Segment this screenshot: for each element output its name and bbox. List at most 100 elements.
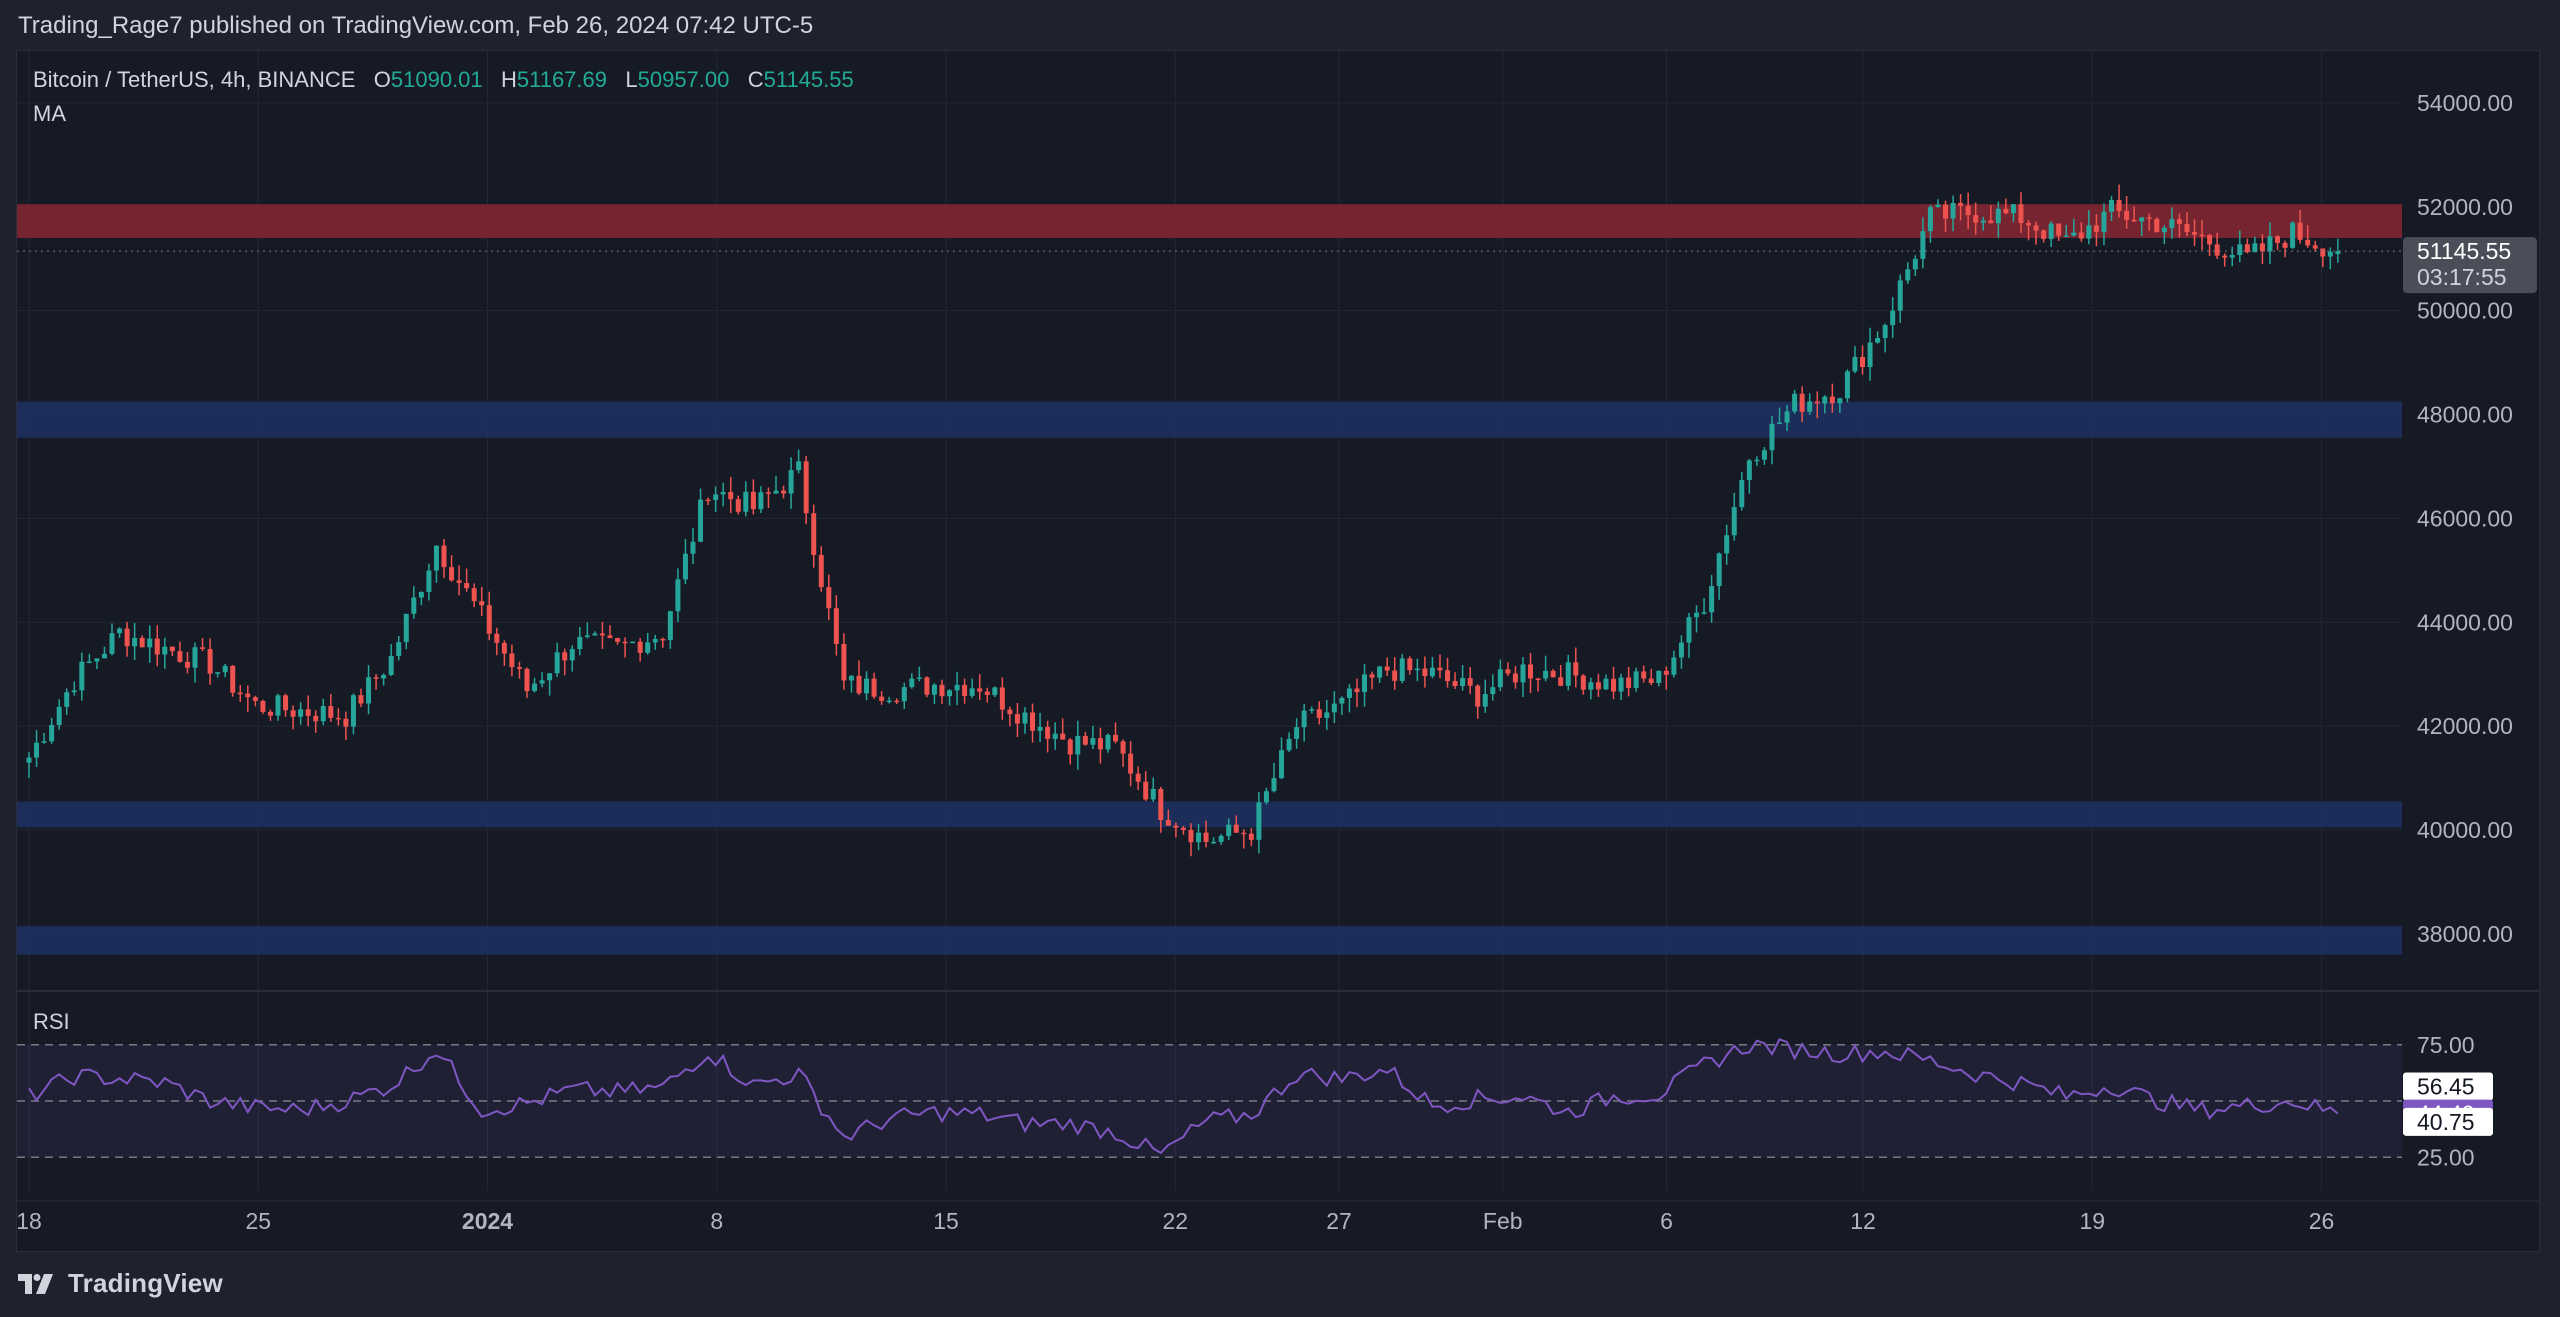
candle-body[interactable] bbox=[1497, 669, 1503, 688]
candle-body[interactable] bbox=[1724, 535, 1730, 554]
candlestick-series[interactable] bbox=[26, 184, 2341, 857]
candle-body[interactable] bbox=[56, 706, 62, 725]
candle-body[interactable] bbox=[49, 724, 55, 742]
candle-body[interactable] bbox=[132, 637, 138, 647]
candle-body[interactable] bbox=[2192, 232, 2198, 235]
candle-body[interactable] bbox=[984, 691, 990, 696]
candle-body[interactable] bbox=[833, 608, 839, 644]
candle-body[interactable] bbox=[1897, 280, 1903, 311]
candle-body[interactable] bbox=[381, 674, 387, 679]
candle-body[interactable] bbox=[358, 695, 364, 704]
candle-body[interactable] bbox=[1392, 670, 1398, 681]
candle-body[interactable] bbox=[2199, 234, 2205, 237]
candle-body[interactable] bbox=[154, 638, 160, 655]
candle-body[interactable] bbox=[1769, 423, 1775, 451]
candle-body[interactable] bbox=[2063, 235, 2069, 238]
candle-body[interactable] bbox=[1271, 778, 1277, 792]
candle-body[interactable] bbox=[486, 605, 492, 634]
candle-body[interactable] bbox=[1090, 738, 1096, 745]
candle-body[interactable] bbox=[1995, 208, 2001, 224]
candle-body[interactable] bbox=[1286, 738, 1292, 751]
symbol-legend[interactable]: Bitcoin / TetherUS, 4h, BINANCE O51090.0… bbox=[33, 67, 854, 93]
candle-body[interactable] bbox=[562, 652, 568, 661]
candle-body[interactable] bbox=[456, 580, 462, 584]
candle-body[interactable] bbox=[728, 491, 734, 500]
candle-body[interactable] bbox=[2327, 251, 2333, 257]
rsi-indicator-label[interactable]: RSI bbox=[33, 1009, 70, 1034]
candle-body[interactable] bbox=[1316, 709, 1322, 718]
candle-body[interactable] bbox=[1233, 824, 1239, 833]
candle-body[interactable] bbox=[2305, 239, 2311, 246]
candle-body[interactable] bbox=[426, 570, 432, 592]
candle-body[interactable] bbox=[713, 494, 719, 501]
candle-body[interactable] bbox=[871, 678, 877, 697]
candle-body[interactable] bbox=[403, 613, 409, 643]
candle-body[interactable] bbox=[901, 687, 907, 702]
candle-body[interactable] bbox=[1022, 712, 1028, 724]
candle-body[interactable] bbox=[1603, 678, 1609, 690]
candle-body[interactable] bbox=[1150, 788, 1156, 800]
candle-body[interactable] bbox=[1528, 664, 1534, 679]
candle-body[interactable] bbox=[1196, 832, 1202, 843]
candle-body[interactable] bbox=[245, 693, 251, 698]
candle-body[interactable] bbox=[788, 470, 794, 494]
candle-body[interactable] bbox=[2131, 219, 2137, 222]
candle-body[interactable] bbox=[101, 653, 107, 659]
candle-body[interactable] bbox=[1875, 338, 1881, 343]
candle-body[interactable] bbox=[1799, 393, 1805, 412]
candle-body[interactable] bbox=[1701, 612, 1707, 614]
candle-body[interactable] bbox=[1573, 662, 1579, 676]
candle-body[interactable] bbox=[267, 711, 273, 716]
candle-body[interactable] bbox=[222, 665, 228, 673]
candle-body[interactable] bbox=[796, 461, 802, 471]
candle-body[interactable] bbox=[237, 692, 243, 695]
candle-body[interactable] bbox=[1180, 827, 1186, 830]
candle-body[interactable] bbox=[1248, 833, 1254, 840]
candle-body[interactable] bbox=[1543, 670, 1549, 679]
candle-body[interactable] bbox=[1075, 735, 1081, 755]
candle-body[interactable] bbox=[2078, 232, 2084, 239]
candle-body[interactable] bbox=[343, 718, 349, 727]
candle-body[interactable] bbox=[109, 633, 115, 654]
candle-body[interactable] bbox=[1211, 841, 1217, 844]
candle-body[interactable] bbox=[1339, 697, 1345, 704]
candle-body[interactable] bbox=[1369, 674, 1375, 678]
candle-body[interactable] bbox=[1965, 205, 1971, 216]
candle-body[interactable] bbox=[177, 651, 183, 662]
candle-body[interactable] bbox=[848, 675, 854, 681]
candle-body[interactable] bbox=[1784, 411, 1790, 423]
candle-body[interactable] bbox=[1905, 269, 1911, 281]
candle-body[interactable] bbox=[1558, 677, 1564, 686]
candle-body[interactable] bbox=[758, 492, 764, 510]
candle-body[interactable] bbox=[645, 642, 651, 653]
candle-body[interactable] bbox=[652, 638, 658, 643]
candle-body[interactable] bbox=[720, 491, 726, 495]
candle-body[interactable] bbox=[826, 587, 832, 609]
candle-body[interactable] bbox=[682, 553, 688, 580]
candle-body[interactable] bbox=[169, 646, 175, 652]
candle-body[interactable] bbox=[86, 661, 92, 663]
candle-body[interactable] bbox=[1097, 738, 1103, 750]
candle-body[interactable] bbox=[192, 647, 198, 668]
candle-body[interactable] bbox=[373, 677, 379, 679]
candle-body[interactable] bbox=[184, 661, 190, 668]
candle-body[interactable] bbox=[433, 545, 439, 571]
candle-body[interactable] bbox=[1467, 678, 1473, 686]
candle-body[interactable] bbox=[2026, 223, 2032, 226]
candle-body[interactable] bbox=[2041, 230, 2047, 240]
candle-body[interactable] bbox=[516, 667, 522, 669]
candle-body[interactable] bbox=[1618, 677, 1624, 692]
candle-body[interactable] bbox=[939, 684, 945, 697]
candle-body[interactable] bbox=[1354, 688, 1360, 693]
candle-body[interactable] bbox=[328, 706, 334, 718]
candle-body[interactable] bbox=[1128, 753, 1134, 774]
symbol-name[interactable]: Bitcoin / TetherUS, 4h, BINANCE bbox=[33, 67, 356, 92]
candle-body[interactable] bbox=[1173, 825, 1179, 828]
candle-body[interactable] bbox=[675, 579, 681, 612]
candle-body[interactable] bbox=[2259, 243, 2265, 252]
candle-body[interactable] bbox=[1135, 773, 1141, 782]
candle-body[interactable] bbox=[2335, 251, 2341, 255]
candle-body[interactable] bbox=[34, 742, 40, 758]
candle-body[interactable] bbox=[283, 695, 289, 711]
candle-body[interactable] bbox=[1407, 658, 1413, 671]
